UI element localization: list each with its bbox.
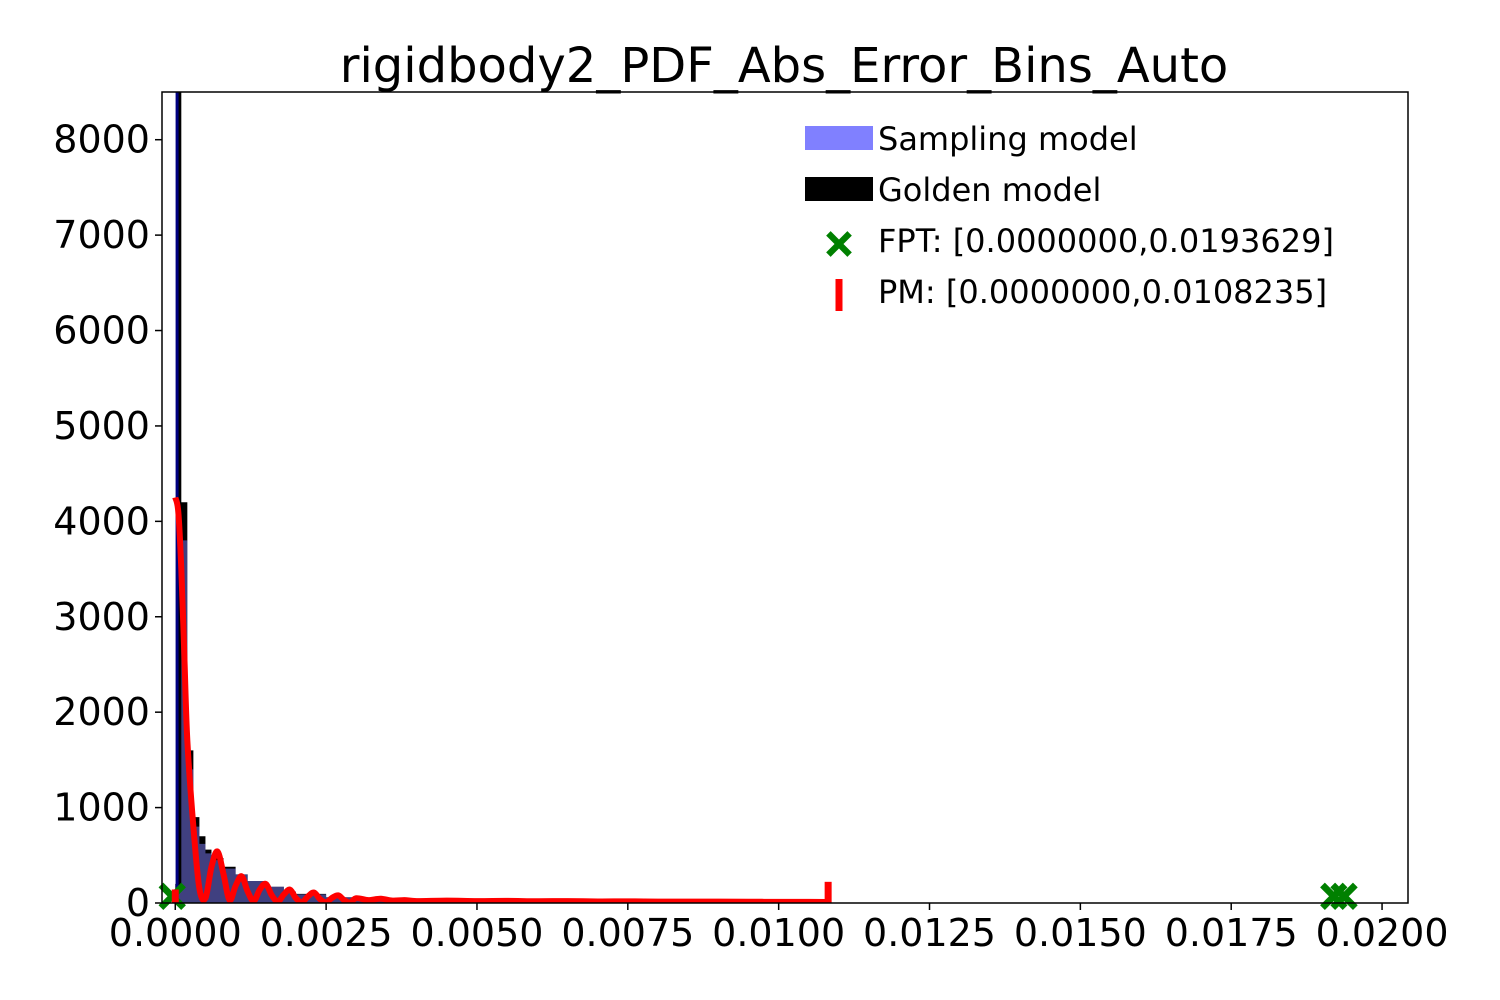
legend-label-3: PM: [0.0000000,0.0108235] — [878, 273, 1327, 311]
plot-frame — [161, 91, 1409, 904]
sampling-pdf-line — [172, 496, 827, 903]
legend-swatch-1 — [805, 177, 873, 201]
legend-swatch-0 — [805, 126, 873, 150]
x-tick-label: 0.0200 — [1316, 911, 1449, 955]
legend-swatch-2-bar-b — [826, 231, 852, 257]
axes: 0.0000 0.0025 0.0050 0.0075 0.0100 0.0125 0.01… — [53, 91, 1449, 955]
y-tick-label: 4000 — [53, 499, 150, 543]
x-tick-label: 0.0175 — [1165, 911, 1298, 955]
legend-label-1: Golden model — [878, 171, 1101, 209]
legend-swatch-2 — [826, 231, 852, 257]
x-tick-label: 0.0050 — [410, 911, 543, 955]
sampling-model-histogram — [175, 540, 490, 903]
legend-label-0: Sampling model — [878, 120, 1138, 158]
y-tick-label: 3000 — [53, 595, 150, 639]
y-tick-label: 0 — [126, 881, 150, 925]
y-tick-label: 7000 — [53, 213, 150, 257]
y-tick-label: 8000 — [53, 118, 150, 162]
x-tick-label: 0.0075 — [561, 911, 694, 955]
y-tick-label: 1000 — [53, 786, 150, 830]
x-tick-label: 0.0100 — [712, 911, 845, 955]
legend-label-2: FPT: [0.0000000,0.0193629] — [878, 222, 1334, 260]
x-tick-label: 0.0000 — [109, 911, 242, 955]
plot-area — [158, 92, 1358, 911]
y-tick-label: 2000 — [53, 690, 150, 734]
plot-clipped — [172, 92, 852, 903]
chart-title: rigidbody2_PDF_Abs_Error_Bins_Auto — [340, 38, 1229, 94]
y-tick-label: 5000 — [53, 404, 150, 448]
x-tick-label: 0.0125 — [863, 911, 996, 955]
x-tick-label: 0.0025 — [260, 911, 393, 955]
golden-model-histogram — [175, 92, 852, 903]
y-tick-label: 6000 — [53, 309, 150, 353]
x-tick-label: 0.0150 — [1014, 911, 1147, 955]
legend: Sampling model Golden model FPT: [0.000000… — [805, 120, 1334, 311]
